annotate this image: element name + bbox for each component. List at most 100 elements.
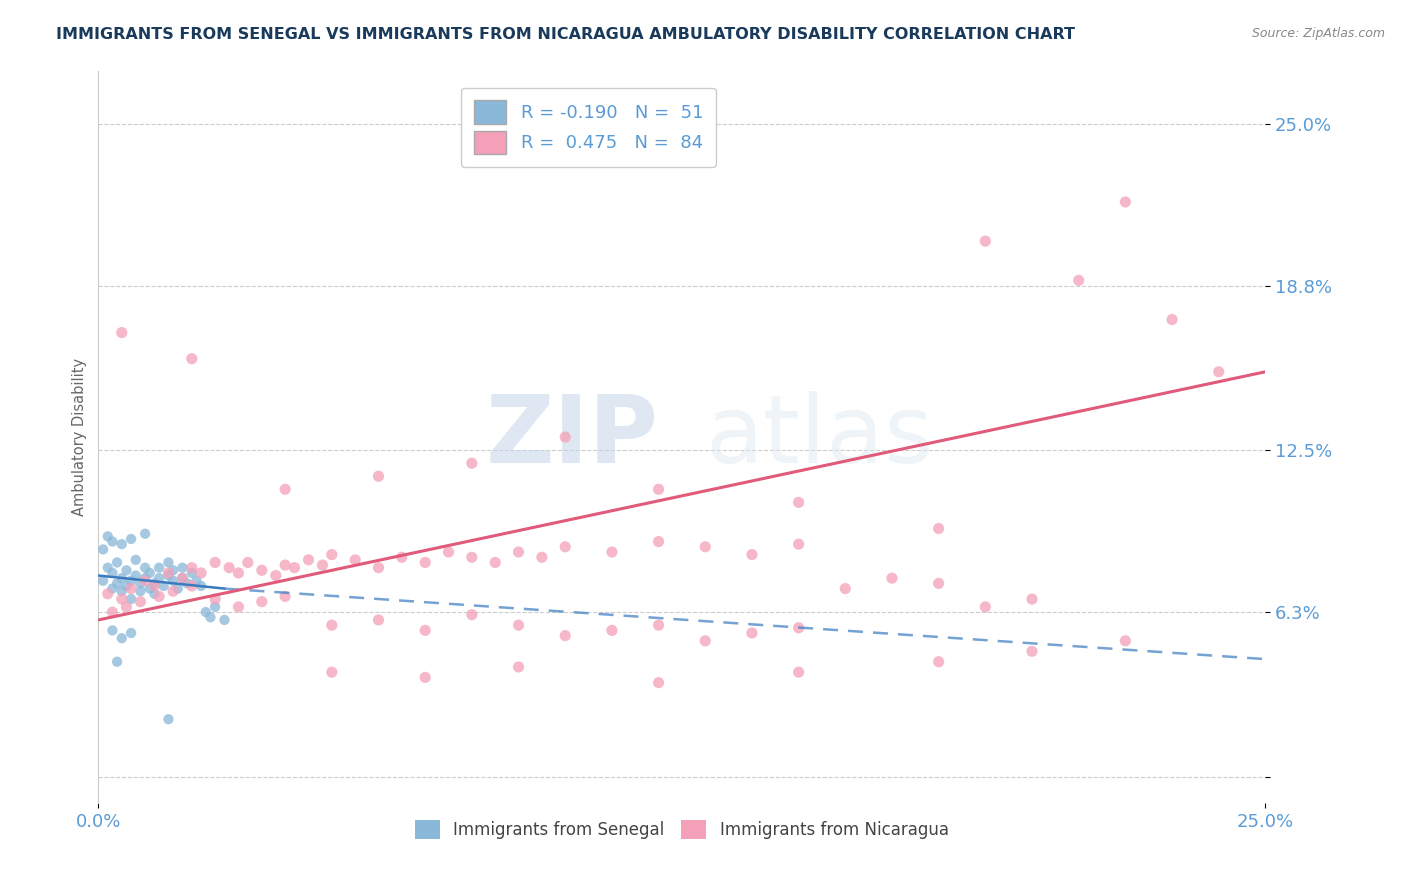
Point — [600, 624, 623, 638]
Point — [461, 550, 484, 565]
Point — [134, 526, 156, 541]
Text: ZIP: ZIP — [485, 391, 658, 483]
Point — [250, 563, 273, 577]
Point — [834, 582, 856, 596]
Point — [111, 592, 134, 607]
Point — [120, 592, 142, 607]
Point — [1067, 273, 1090, 287]
Point — [367, 560, 389, 574]
Point — [143, 576, 166, 591]
Point — [695, 540, 717, 554]
Point — [204, 592, 226, 607]
Point — [143, 579, 166, 593]
Point — [172, 571, 194, 585]
Point — [228, 599, 250, 614]
Point — [391, 550, 413, 565]
Point — [176, 576, 198, 591]
Point — [115, 579, 138, 593]
Point — [928, 521, 950, 535]
Point — [91, 542, 114, 557]
Point — [236, 556, 259, 570]
Point — [180, 560, 202, 574]
Point — [508, 545, 530, 559]
Point — [111, 571, 134, 585]
Point — [554, 540, 576, 554]
Point — [413, 556, 436, 570]
Point — [91, 574, 114, 588]
Point — [129, 576, 152, 591]
Text: IMMIGRANTS FROM SENEGAL VS IMMIGRANTS FROM NICARAGUA AMBULATORY DISABILITY CORRE: IMMIGRANTS FROM SENEGAL VS IMMIGRANTS FR… — [56, 27, 1076, 42]
Point — [111, 632, 134, 646]
Point — [413, 670, 436, 684]
Point — [97, 529, 120, 543]
Point — [101, 582, 124, 596]
Point — [321, 665, 343, 680]
Point — [367, 469, 389, 483]
Point — [157, 568, 180, 582]
Point — [105, 556, 128, 570]
Point — [1114, 194, 1136, 209]
Point — [194, 605, 217, 619]
Point — [101, 605, 124, 619]
Point — [484, 556, 506, 570]
Point — [162, 584, 184, 599]
Point — [530, 550, 553, 565]
Point — [101, 624, 124, 638]
Point — [214, 613, 236, 627]
Point — [180, 579, 202, 593]
Point — [157, 556, 180, 570]
Point — [1114, 633, 1136, 648]
Point — [139, 582, 162, 596]
Point — [139, 566, 162, 580]
Point — [125, 568, 148, 582]
Point — [600, 545, 623, 559]
Point — [162, 563, 184, 577]
Point — [647, 618, 669, 632]
Point — [111, 326, 134, 340]
Point — [143, 587, 166, 601]
Point — [321, 548, 343, 562]
Point — [115, 563, 138, 577]
Text: Source: ZipAtlas.com: Source: ZipAtlas.com — [1251, 27, 1385, 40]
Point — [311, 558, 333, 573]
Point — [297, 553, 319, 567]
Point — [148, 560, 170, 574]
Point — [218, 560, 240, 574]
Point — [228, 566, 250, 580]
Point — [508, 660, 530, 674]
Point — [461, 607, 484, 622]
Point — [974, 599, 997, 614]
Point — [554, 629, 576, 643]
Point — [115, 599, 138, 614]
Point — [554, 430, 576, 444]
Point — [172, 571, 194, 585]
Point — [647, 483, 669, 497]
Point — [974, 234, 997, 248]
Point — [157, 566, 180, 580]
Point — [190, 566, 212, 580]
Point — [120, 532, 142, 546]
Point — [264, 568, 287, 582]
Point — [1021, 644, 1043, 658]
Point — [152, 579, 174, 593]
Point — [105, 576, 128, 591]
Point — [928, 655, 950, 669]
Point — [148, 571, 170, 585]
Point — [111, 584, 134, 599]
Point — [787, 621, 810, 635]
Point — [413, 624, 436, 638]
Point — [162, 574, 184, 588]
Point — [157, 712, 180, 726]
Legend: Immigrants from Senegal, Immigrants from Nicaragua: Immigrants from Senegal, Immigrants from… — [409, 814, 955, 846]
Point — [204, 556, 226, 570]
Text: atlas: atlas — [706, 391, 934, 483]
Point — [928, 576, 950, 591]
Point — [97, 560, 120, 574]
Point — [344, 553, 367, 567]
Point — [1161, 312, 1184, 326]
Point — [180, 566, 202, 580]
Point — [204, 599, 226, 614]
Point — [274, 483, 297, 497]
Point — [101, 534, 124, 549]
Point — [787, 537, 810, 551]
